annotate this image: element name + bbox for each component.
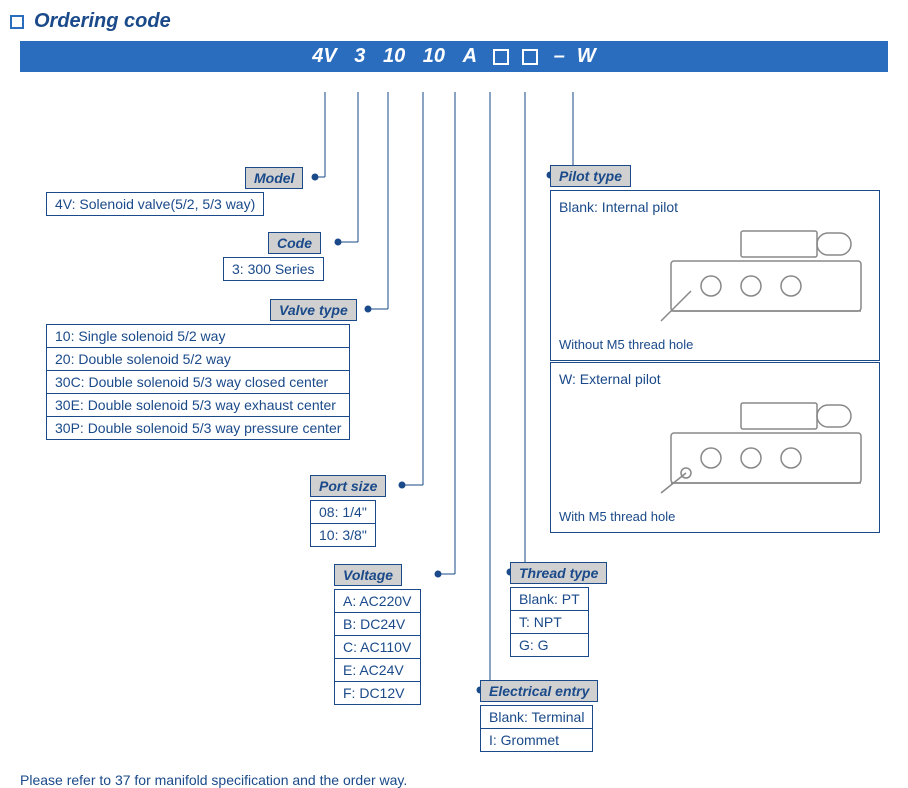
code-placeholder-box-1 (493, 49, 509, 65)
thread-type-row: T: NPT (511, 611, 588, 634)
code-seg-4v: 4V (306, 45, 342, 67)
section-title: Ordering code (34, 10, 171, 33)
code-seg-10b: 10 (417, 45, 451, 67)
thread-type-label: Thread type (510, 562, 607, 584)
code-seg-3: 3 (348, 45, 371, 67)
header-square-icon (10, 15, 24, 29)
voltage-row: C: AC110V (335, 636, 420, 659)
footer-note: Please refer to 37 for manifold specific… (20, 772, 407, 788)
ordering-code-bar: 4V 3 10 10 A –W (20, 41, 888, 72)
port-size-row: 08: 1/4" (311, 501, 375, 524)
model-box: 4V: Solenoid valve(5/2, 5/3 way) (46, 192, 264, 216)
code-placeholder-box-2 (522, 49, 538, 65)
pilot-external-caption: With M5 thread hole (559, 509, 871, 524)
valve-type-row: 30E: Double solenoid 5/3 way exhaust cen… (47, 394, 349, 417)
thread-type-box: Blank: PT T: NPT G: G (510, 587, 589, 657)
electrical-entry-row: Blank: Terminal (481, 706, 592, 729)
pilot-type-label: Pilot type (550, 165, 631, 187)
code-box: 3: 300 Series (223, 257, 324, 281)
code-seg-w: W (571, 45, 602, 67)
valve-type-box: 10: Single solenoid 5/2 way 20: Double s… (46, 324, 350, 440)
thread-type-row: G: G (511, 634, 588, 656)
code-seg-a: A (457, 45, 483, 67)
voltage-label: Voltage (334, 564, 402, 586)
code-seg-10a: 10 (377, 45, 411, 67)
thread-type-row: Blank: PT (511, 588, 588, 611)
valve-type-row: 30P: Double solenoid 5/3 way pressure ce… (47, 417, 349, 439)
valve-type-label: Valve type (270, 299, 357, 321)
valve-type-row: 30C: Double solenoid 5/3 way closed cent… (47, 371, 349, 394)
pilot-internal-box: Blank: Internal pilot Without M5 thread … (550, 190, 880, 361)
ordering-diagram: Model 4V: Solenoid valve(5/2, 5/3 way) C… (10, 72, 898, 752)
model-label: Model (245, 167, 303, 189)
voltage-box: A: AC220V B: DC24V C: AC110V E: AC24V F:… (334, 589, 421, 705)
port-size-box: 08: 1/4" 10: 3/8" (310, 500, 376, 547)
model-row: 4V: Solenoid valve(5/2, 5/3 way) (47, 193, 263, 215)
voltage-row: F: DC12V (335, 682, 420, 704)
code-seg-dash: – (548, 45, 571, 67)
code-label: Code (268, 232, 321, 254)
port-size-label: Port size (310, 475, 386, 497)
valve-type-row: 20: Double solenoid 5/2 way (47, 348, 349, 371)
voltage-row: A: AC220V (335, 590, 420, 613)
pilot-internal-title: Blank: Internal pilot (559, 199, 871, 215)
electrical-entry-label: Electrical entry (480, 680, 598, 702)
pilot-external-title: W: External pilot (559, 371, 871, 387)
section-header: Ordering code (10, 10, 898, 33)
voltage-row: B: DC24V (335, 613, 420, 636)
valve-type-row: 10: Single solenoid 5/2 way (47, 325, 349, 348)
pilot-external-box: W: External pilot With M5 thread hole (550, 362, 880, 533)
valve-external-icon (591, 393, 871, 503)
voltage-row: E: AC24V (335, 659, 420, 682)
valve-internal-icon (591, 221, 871, 331)
electrical-entry-box: Blank: Terminal I: Grommet (480, 705, 593, 752)
code-row: 3: 300 Series (224, 258, 323, 280)
pilot-internal-caption: Without M5 thread hole (559, 337, 871, 352)
port-size-row: 10: 3/8" (311, 524, 375, 546)
electrical-entry-row: I: Grommet (481, 729, 592, 751)
